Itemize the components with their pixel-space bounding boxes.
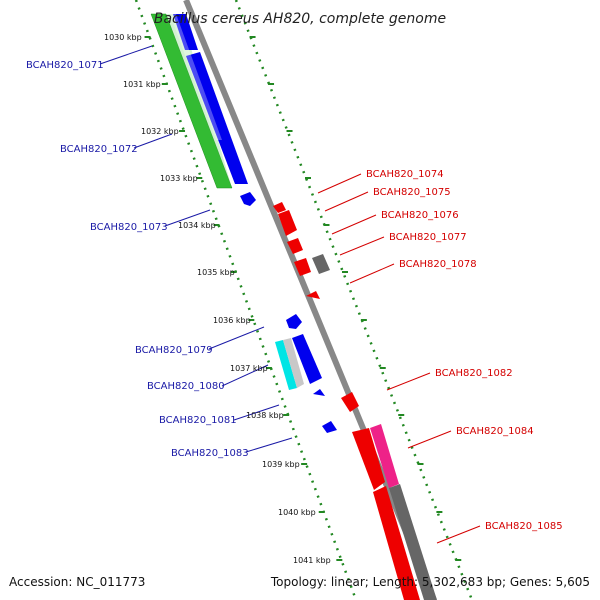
leader-1077 — [339, 236, 385, 256]
leader-1079 — [208, 326, 265, 350]
leader-1076 — [331, 214, 377, 235]
tick-label-1038: 1038 kbp — [246, 411, 284, 420]
red-gene-1074[interactable] — [273, 202, 286, 213]
gene-label-1079[interactable]: BCAH820_1079 — [135, 345, 213, 356]
leader-1078 — [349, 263, 395, 284]
tick-label-1031: 1031 kbp — [123, 80, 161, 89]
red-gene-group-mid — [273, 202, 330, 299]
gene-bands-top — [150, 13, 248, 189]
leader-1071 — [99, 45, 153, 65]
right-gene-labels: BCAH820_1074 BCAH820_1075 BCAH820_1076 B… — [366, 169, 563, 532]
blue-gene-1081[interactable] — [313, 389, 325, 396]
gene-label-1085[interactable]: BCAH820_1085 — [485, 521, 563, 532]
gene-label-1074[interactable]: BCAH820_1074 — [366, 169, 444, 180]
tick-label-1040: 1040 kbp — [278, 508, 316, 517]
gene-label-1073[interactable]: BCAH820_1073 — [90, 222, 168, 233]
gray-gene-1077[interactable] — [312, 254, 330, 274]
gene-label-1076[interactable]: BCAH820_1076 — [381, 210, 459, 221]
red-gene-1076[interactable] — [287, 238, 303, 254]
leader-1083 — [245, 437, 293, 453]
tick-label-1035: 1035 kbp — [197, 268, 235, 277]
blue-gene-1080-main[interactable] — [292, 334, 322, 384]
gene-label-1075[interactable]: BCAH820_1075 — [373, 187, 451, 198]
leader-1073 — [164, 209, 211, 227]
leader-1085 — [436, 525, 481, 544]
leader-1084 — [407, 430, 452, 449]
blue-gene-group-mid — [275, 314, 337, 433]
gene-label-1072[interactable]: BCAH820_1072 — [60, 144, 138, 155]
gene-label-1082[interactable]: BCAH820_1082 — [435, 368, 513, 379]
tick-label-1039: 1039 kbp — [262, 460, 300, 469]
topology-text: Topology: linear; Length: 5,302,683 bp; … — [270, 575, 590, 589]
leader-1072 — [133, 133, 173, 149]
leader-1081 — [233, 404, 280, 421]
gene-label-1080[interactable]: BCAH820_1080 — [147, 381, 225, 392]
accession-text: Accession: NC_011773 — [9, 575, 145, 589]
red-gene-1075[interactable] — [278, 210, 297, 236]
left-gene-labels: BCAH820_1071 BCAH820_1072 BCAH820_1073 B… — [26, 60, 249, 459]
gene-label-1081[interactable]: BCAH820_1081 — [159, 415, 237, 426]
red-gene-1078[interactable] — [306, 291, 320, 299]
tick-label-1037: 1037 kbp — [230, 364, 268, 373]
tick-label-1032: 1032 kbp — [141, 127, 179, 136]
blue-gene-band-upper[interactable] — [173, 14, 198, 50]
red-gene-band-lower[interactable] — [373, 486, 420, 600]
dotted-guide-left — [134, 0, 358, 600]
red-gene-band-upper[interactable] — [352, 428, 385, 490]
genome-axis-line — [183, 0, 437, 600]
red-gene-1082[interactable] — [341, 392, 359, 412]
gene-label-1084[interactable]: BCAH820_1084 — [456, 426, 534, 437]
tick-label-1033: 1033 kbp — [160, 174, 198, 183]
tick-label-1034: 1034 kbp — [178, 221, 216, 230]
cyan-gene-1080[interactable] — [275, 340, 297, 390]
gene-label-1083[interactable]: BCAH820_1083 — [171, 448, 249, 459]
leader-1080 — [221, 364, 269, 387]
green-gene-band-light — [166, 14, 232, 188]
leader-1074 — [317, 173, 362, 194]
gene-label-1078[interactable]: BCAH820_1078 — [399, 259, 477, 270]
leader-1082 — [386, 372, 431, 391]
gene-label-1071[interactable]: BCAH820_1071 — [26, 60, 104, 71]
gene-bands-bottom — [352, 424, 437, 600]
blue-gene-1079[interactable] — [286, 314, 302, 329]
gene-label-1077[interactable]: BCAH820_1077 — [389, 232, 467, 243]
pink-gene-band[interactable] — [370, 424, 399, 488]
genome-title: Bacillus cereus AH820, complete genome — [154, 11, 446, 27]
lightgray-gene-1080[interactable] — [283, 338, 304, 388]
ruler-tick-labels: 1030 kbp 1031 kbp 1032 kbp 1033 kbp 1034… — [104, 33, 331, 565]
tick-label-1036: 1036 kbp — [213, 316, 251, 325]
ruler-ticks — [144, 36, 462, 561]
leader-1075 — [324, 191, 369, 212]
blue-gene-band-gray-edge — [170, 14, 222, 140]
label-leaders — [99, 45, 481, 544]
tick-label-1030: 1030 kbp — [104, 33, 142, 42]
dotted-guide-right — [234, 0, 474, 600]
blue-gene-1073[interactable] — [240, 192, 256, 206]
blue-gene-band-lower[interactable] — [186, 52, 248, 184]
gray-gene-band[interactable] — [389, 484, 437, 600]
blue-gene-1083[interactable] — [322, 421, 337, 433]
red-gene-1077[interactable] — [294, 258, 311, 276]
tick-label-1041: 1041 kbp — [293, 556, 331, 565]
